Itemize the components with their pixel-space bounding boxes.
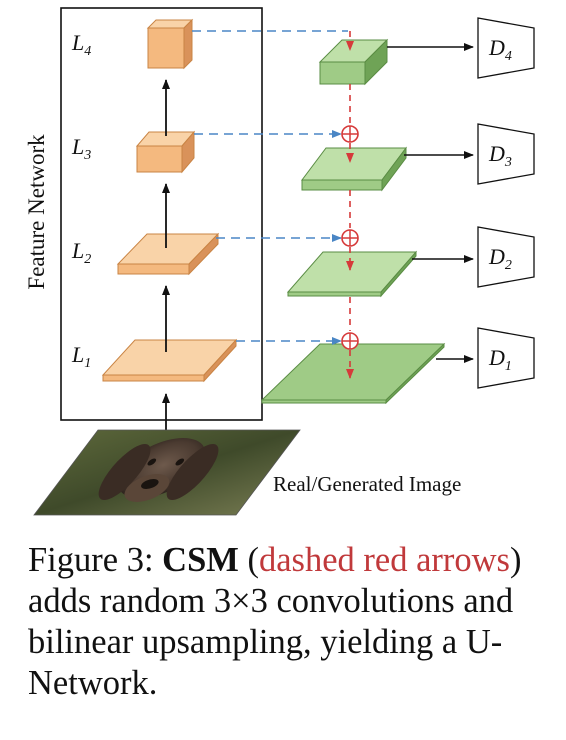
input-image-label: Real/Generated Image: [273, 472, 461, 496]
svg-text:D3: D3: [488, 141, 512, 170]
level-label-l3: L3: [71, 134, 91, 163]
sum-node-2: [341, 229, 359, 247]
svg-text:D1: D1: [488, 345, 512, 374]
discriminator-d4: D4: [477, 17, 535, 79]
discriminator-d3: D3: [477, 123, 535, 185]
csm-block-4: [318, 38, 389, 86]
svg-text:D4: D4: [488, 35, 512, 64]
caption-open-paren: (: [238, 541, 259, 579]
level-label-l2: L2: [71, 238, 91, 267]
svg-text:D2: D2: [488, 244, 512, 273]
input-image: [33, 429, 301, 516]
csm-block-3: [301, 146, 407, 192]
feature-network-label: Feature Network: [24, 134, 49, 290]
sum-node-3: [341, 125, 359, 143]
csm-block-1: [260, 342, 446, 405]
feature-network-box: [60, 7, 263, 421]
feature-block-l2: [116, 232, 220, 276]
caption-red-text: dashed red arrows: [258, 541, 510, 579]
level-label-l4: L4: [71, 30, 91, 59]
csm-diagram: Feature Network L4 L3 L2 L1: [24, 7, 535, 516]
discriminator-d1: D1: [477, 327, 535, 389]
discriminator-d2: D2: [477, 226, 535, 288]
feature-block-l4: [146, 18, 194, 70]
caption-rest: ) adds random 3×3 convolutions and bilin…: [28, 541, 522, 702]
figure-caption: Figure 3: CSM (dashed red arrows) adds r…: [28, 540, 548, 704]
feature-block-l3: [135, 130, 196, 174]
feature-block-l1: [101, 338, 238, 383]
caption-bold: CSM: [162, 541, 239, 579]
caption-prefix: Figure 3:: [28, 541, 163, 579]
level-label-l1: L1: [71, 342, 91, 371]
sum-node-1: [341, 332, 359, 350]
csm-block-2: [286, 250, 418, 298]
